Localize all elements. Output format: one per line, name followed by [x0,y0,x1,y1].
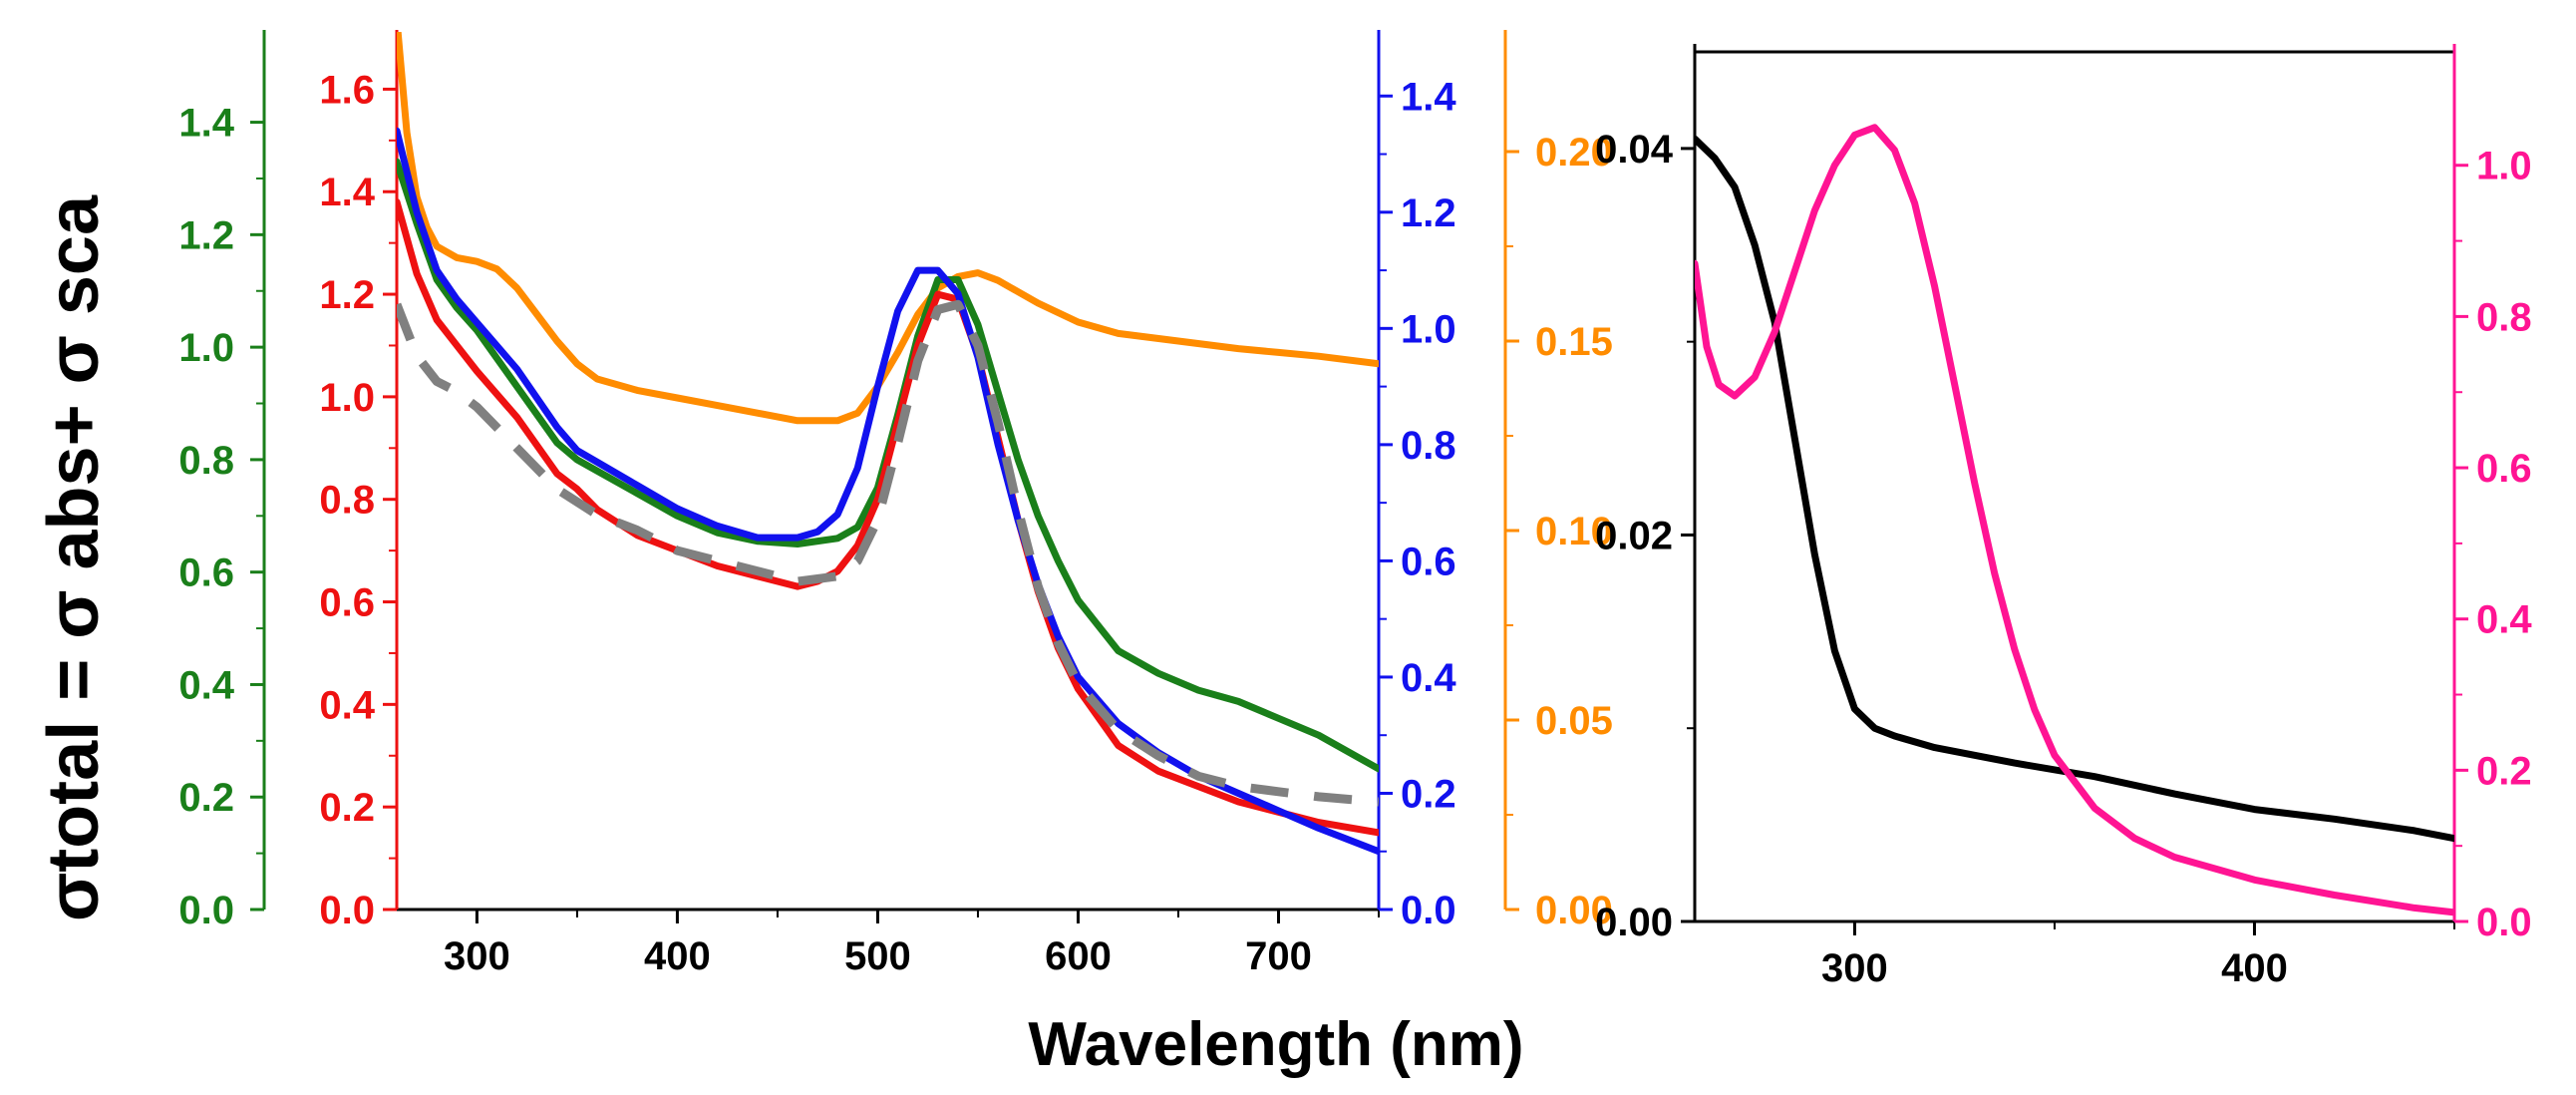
series-magenta-line [1695,124,2454,916]
x-tick-label: 400 [644,934,711,978]
red-axis-tick-label: 0.4 [319,683,375,727]
orange-axis-tick-label: 0.00 [1535,889,1613,932]
y-axis-label: σtotal = σ abs+ σ sca [34,194,114,921]
green-axis-tick-label: 0.2 [178,776,234,820]
x-tick-label: 400 [2221,946,2288,990]
x-tick-label: 600 [1045,934,1112,978]
x-tick-label: 300 [444,934,510,978]
series-blue-line [397,127,1379,856]
red-axis-tick-label: 0.2 [319,786,375,830]
x-tick-label: 700 [1245,934,1312,978]
x-axis-label: Wavelength (nm) [1028,1010,1523,1079]
magenta-axis-tick-label: 0.4 [2476,598,2532,642]
blue-axis-tick-label: 0.8 [1401,424,1456,468]
blue-axis-tick-label: 1.2 [1401,191,1456,235]
blue-axis-tick-label: 0.0 [1401,889,1456,932]
right-chart: 300 400 0.00 0.02 0.04 0.0 0.2 0.4 0.6 0.8 1.0 [1595,44,2532,990]
magenta-axis-tick-label: 0.8 [2476,295,2532,339]
blue-axis-tick-label: 1.0 [1401,307,1456,351]
magenta-axis-tick-label: 0.6 [2476,447,2532,491]
magenta-axis-tick-label: 0.0 [2476,901,2532,944]
green-axis-tick-label: 1.0 [178,326,234,370]
orange-axis-tick-label: 0.05 [1535,699,1613,743]
x-tick-label: 500 [844,934,911,978]
red-axis-tick-label: 1.4 [319,171,375,214]
red-axis-tick-label: 0.0 [319,889,375,932]
red-axis-tick-label: 1.2 [319,273,375,317]
orange-axis-tick-label: 0.10 [1535,510,1613,553]
blue-axis-tick-label: 0.4 [1401,656,1456,700]
orange-axis-tick-label: 0.20 [1535,131,1613,175]
green-axis-tick-label: 0.4 [178,663,234,707]
green-axis-tick-label: 0.8 [178,439,234,483]
green-axis-tick-label: 1.4 [178,102,234,146]
green-axis-tick-label: 1.2 [178,213,234,257]
x-tick-label: 300 [1821,946,1888,990]
green-axis-tick-label: 0.6 [178,551,234,595]
black-axis-tick-label: 0.02 [1595,514,1673,557]
magenta-axis-tick-label: 1.0 [2476,145,2532,188]
red-axis-tick-label: 0.6 [319,581,375,625]
magenta-axis-tick-label: 0.2 [2476,749,2532,793]
red-axis-tick-label: 1.0 [319,376,375,420]
black-axis-tick-label: 0.00 [1595,901,1673,944]
left-chart: 300 400 500 600 700 0.0 0.2 0.4 0.6 0.8 1.0 1.2 1.4 0… [178,30,1613,978]
blue-axis-tick-label: 0.2 [1401,772,1456,816]
series-gray-dashed-line [397,299,1379,807]
blue-axis-tick-label: 1.4 [1401,75,1456,119]
red-axis-tick-label: 0.8 [319,479,375,523]
green-axis-tick-label: 0.0 [178,889,234,932]
black-axis-tick-label: 0.04 [1595,128,1674,172]
series-red-line [397,198,1379,837]
red-axis-tick-label: 1.6 [319,68,375,112]
orange-axis-tick-label: 0.15 [1535,320,1613,364]
series-black-line [1695,135,2454,843]
series-orange-line [397,32,1379,425]
blue-axis-tick-label: 0.6 [1401,540,1456,583]
